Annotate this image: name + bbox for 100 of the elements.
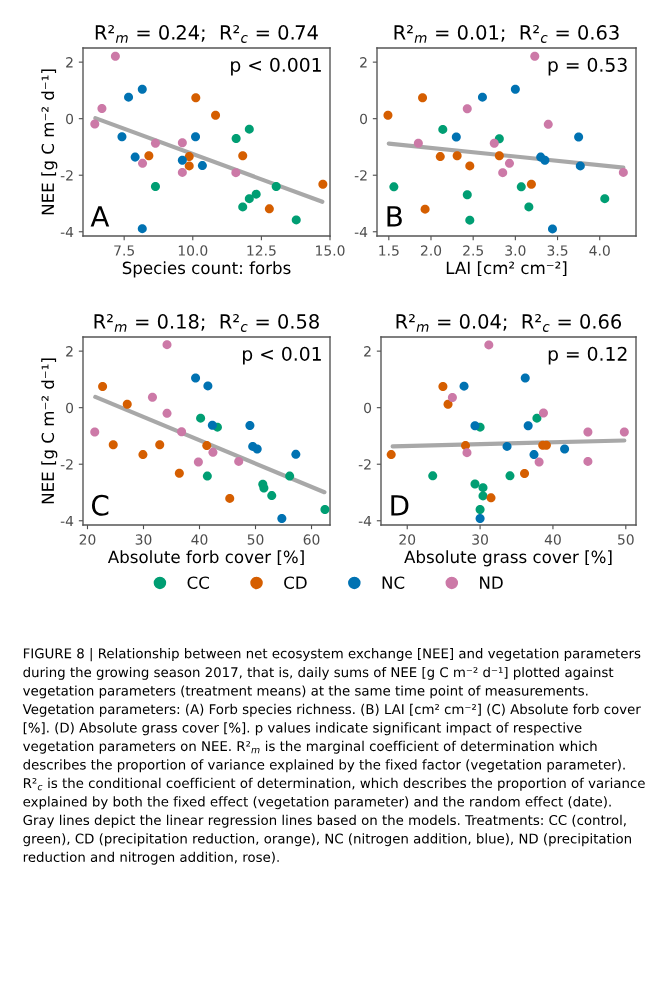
x-tick-label: 7.5 <box>114 245 134 256</box>
point <box>244 194 254 204</box>
point <box>475 514 485 523</box>
point <box>574 132 584 142</box>
point <box>238 151 248 161</box>
point <box>130 152 140 162</box>
point <box>184 161 194 171</box>
point <box>465 215 475 225</box>
point <box>110 51 120 61</box>
point <box>462 104 472 114</box>
point <box>526 179 536 189</box>
point <box>510 84 520 94</box>
point <box>244 124 254 134</box>
x-axis-title: Absolute grass cover [%] <box>404 550 612 567</box>
chart-title: R²$_{m}$ = 0.24; R²$_{c}$ = 0.74 <box>95 25 318 43</box>
point <box>540 155 550 165</box>
point <box>583 456 593 466</box>
y-tick-label: 0 <box>360 113 368 125</box>
y-tick-label: -4 <box>354 226 368 238</box>
point <box>459 381 469 391</box>
legend-label: CD <box>284 576 307 589</box>
point <box>470 421 480 431</box>
x-tick-label: 2.5 <box>463 245 484 256</box>
annotation: A <box>90 206 110 227</box>
x-tick-label: 12.5 <box>247 245 276 256</box>
point <box>162 340 172 350</box>
point <box>524 202 534 212</box>
point <box>137 84 147 94</box>
annotation: p = 0.12 <box>548 346 627 365</box>
point <box>174 468 184 478</box>
y-tick-label: 0 <box>66 113 74 125</box>
point <box>291 215 301 225</box>
x-axis-title: Species count: forbs <box>122 261 291 278</box>
annotation: C <box>91 494 109 516</box>
y-tick-label: -2 <box>60 459 73 470</box>
x-tick-label: 30 <box>135 534 152 545</box>
point <box>225 493 235 503</box>
chart-title: R²$_{m}$ = 0.04; R²$_{c}$ = 0.66 <box>396 314 622 332</box>
point <box>147 392 157 402</box>
y-tick-label: -4 <box>60 515 74 527</box>
point <box>486 493 496 503</box>
x-axis-title: LAI [cm² cm⁻²] <box>446 261 567 277</box>
point <box>184 152 194 162</box>
point <box>462 448 472 458</box>
chart-title: R²$_{m}$ = 0.18; R²$_{c}$ = 0.58 <box>94 314 319 332</box>
x-tick-label: 3.5 <box>547 245 568 256</box>
point <box>386 450 396 460</box>
point <box>231 168 241 178</box>
y-axis-title: NEE [g C m⁻² d⁻¹] <box>41 69 58 215</box>
y-tick-label: 2 <box>66 346 73 357</box>
point <box>543 119 553 129</box>
point <box>320 504 330 514</box>
point <box>197 161 207 171</box>
point <box>202 441 212 451</box>
point <box>389 182 399 192</box>
point <box>530 51 540 61</box>
point <box>90 427 100 437</box>
point <box>202 471 212 481</box>
point <box>177 427 187 437</box>
point <box>413 138 423 148</box>
y-tick-label: -2 <box>60 170 73 181</box>
point <box>177 167 187 177</box>
y-tick-label: 2 <box>66 57 73 68</box>
point <box>575 161 585 171</box>
point <box>477 92 487 102</box>
point <box>191 132 201 142</box>
x-axis-title: Absolute forb cover [%] <box>107 550 304 566</box>
x-tick-label: 50 <box>618 534 634 545</box>
point <box>475 504 485 514</box>
point <box>504 158 514 168</box>
x-tick-label: 3.0 <box>505 245 526 256</box>
point <box>211 110 221 120</box>
x-tick-label: 20 <box>399 534 416 545</box>
point <box>150 182 160 192</box>
chart-title: R²$_{m}$ = 0.01; R²$_{c}$ = 0.63 <box>394 25 619 43</box>
point <box>438 381 448 391</box>
point <box>208 447 218 457</box>
point <box>538 408 548 418</box>
point <box>494 151 504 161</box>
point <box>285 471 295 481</box>
annotation: p < 0.001 <box>231 57 321 76</box>
text: FIGURE 8 | Relationship between net ecosystem exchange [NEE] and vegetation parameters during the growing season 2017, that is, daily sums of NEE [g C m⁻² d⁻¹] plotted against vegetation parameters (treatment means) at the same time point of measurements. Vegetation parameters: (A) Forb species richness. (B) LAI [cm² cm⁻²] (C) Absolute forb cover [%]. (D) Absolute grass cover [%]. p values indicate significant impact of respective vegetation parameters on NEE. R²$_{m}$ is the marginal coefficient of determination which describes the proportion of variance explained by the fixed factor (vegetation parameter). R²$_{c}$ is the conditional coefficient of determination, which describes the proportion of variance explained by both the fixed effect (vegetation parameter) and the random effect (date). Gray lines depict the linear regression lines based on the models. Treatments: CC (control, green), CD (precipitation reduction, orange), NC (nitrogen addition, blue), ND (precipitation reduction and nitrogen addition, rose). <box>22 648 645 865</box>
x-tick-label: 2.0 <box>420 245 442 256</box>
point <box>108 440 118 450</box>
point <box>196 413 206 423</box>
point <box>124 92 134 102</box>
point <box>271 182 281 192</box>
point <box>177 138 187 148</box>
point <box>252 444 262 454</box>
point <box>420 204 430 214</box>
point <box>529 450 539 460</box>
point <box>470 479 480 489</box>
annotation: B <box>387 206 402 227</box>
y-tick-label: 0 <box>66 402 74 414</box>
point <box>122 399 132 409</box>
point <box>600 194 610 204</box>
point <box>478 491 488 501</box>
point <box>291 449 301 459</box>
point <box>137 224 147 234</box>
y-axis-title: NEE [g C m⁻² d⁻¹] <box>41 358 58 504</box>
